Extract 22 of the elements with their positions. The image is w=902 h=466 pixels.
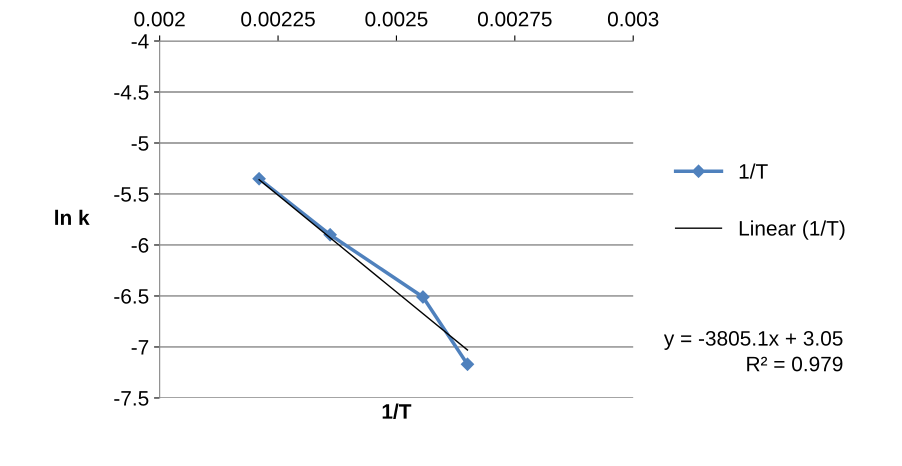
point bbox=[252, 172, 266, 186]
x-tick-label: 0.002 bbox=[134, 12, 185, 26]
text: y = -3805.1x + 3.05 bbox=[664, 331, 843, 350]
x-tick-label: 0.0025 bbox=[365, 12, 428, 26]
x-tick-label: 0.00275 bbox=[478, 12, 552, 26]
y-tick-label: -5.5 bbox=[114, 187, 148, 202]
y-tick-label: -7 bbox=[132, 340, 148, 355]
text: R² = 0.979 bbox=[747, 356, 842, 372]
legend-label: Linear (1/T) bbox=[740, 220, 845, 240]
x-tick-label: 0.00225 bbox=[241, 12, 315, 26]
y-tick-label: -6.5 bbox=[114, 288, 148, 304]
y-tick-label: -7.5 bbox=[114, 391, 148, 406]
point bbox=[460, 358, 474, 371]
y-tick-label: -6 bbox=[132, 238, 148, 253]
x-tick-label: 0.003 bbox=[608, 12, 658, 26]
y-axis-title: ln k bbox=[55, 210, 90, 225]
y-tick-label: -4.5 bbox=[114, 85, 148, 100]
y-tick-label: -5 bbox=[132, 136, 148, 151]
y-tick-label: -4 bbox=[132, 34, 149, 49]
x-axis-title: 1/T bbox=[382, 404, 412, 420]
legend-label: 1/T bbox=[740, 163, 768, 179]
point bbox=[416, 290, 430, 304]
